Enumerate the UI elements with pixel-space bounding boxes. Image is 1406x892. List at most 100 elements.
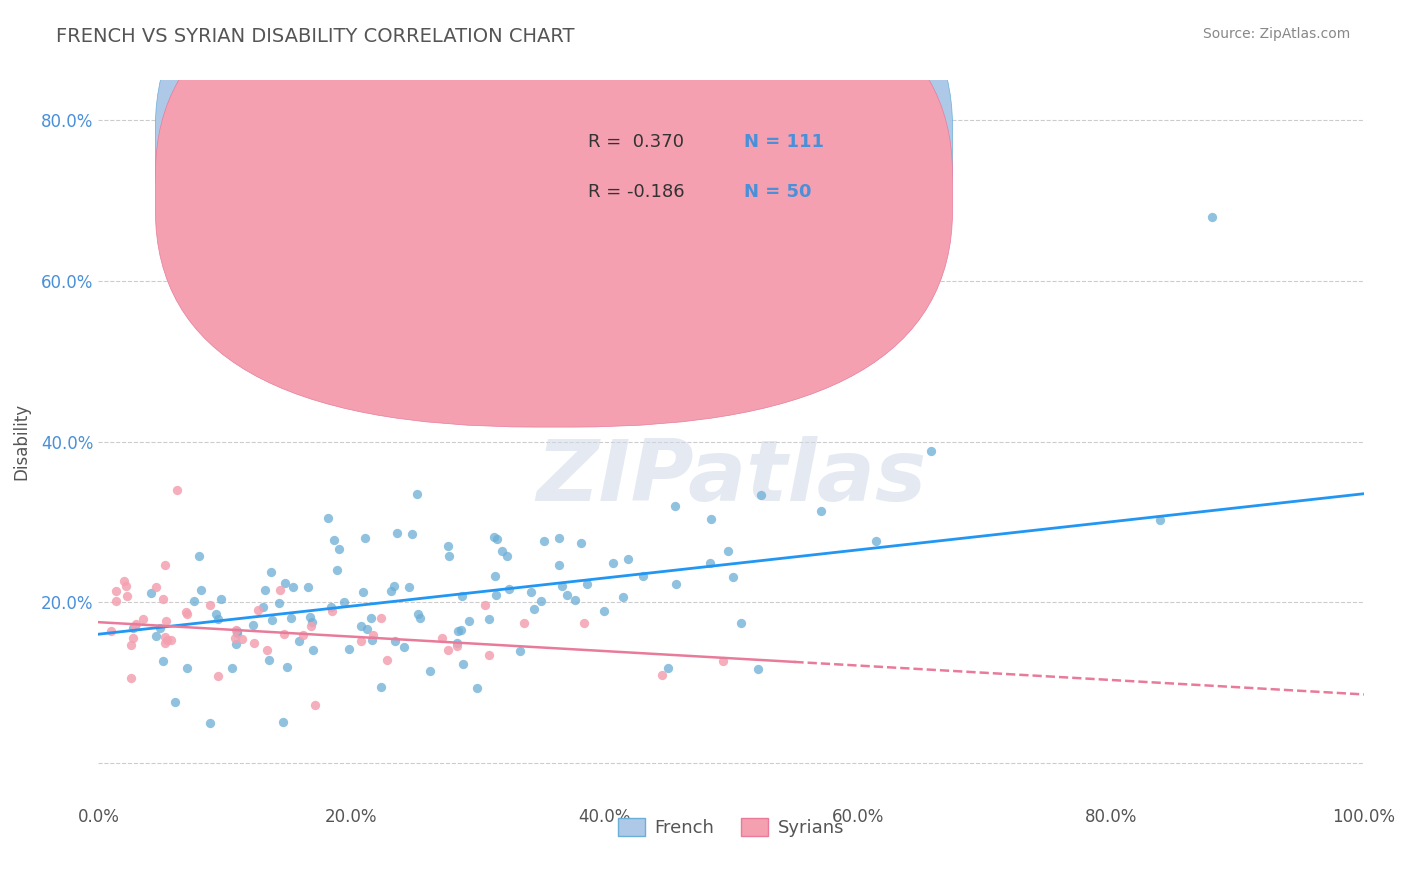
Point: [256, 643, 278, 657]
Point: [100, 624, 122, 639]
Y-axis label: Disability: Disability: [11, 403, 30, 480]
Point: [326, 563, 349, 577]
Point: [337, 642, 360, 657]
Point: [485, 532, 508, 546]
Point: [209, 592, 232, 607]
Point: [124, 619, 146, 633]
FancyBboxPatch shape: [155, 0, 953, 380]
Point: [243, 636, 266, 650]
Text: N = 111: N = 111: [744, 133, 824, 151]
Point: [276, 660, 298, 674]
Point: [370, 611, 392, 625]
Point: [259, 653, 281, 667]
Point: [125, 616, 148, 631]
Point: [155, 630, 177, 644]
Text: Source: ZipAtlas.com: Source: ZipAtlas.com: [1202, 27, 1350, 41]
Point: [121, 632, 143, 646]
Point: [406, 487, 429, 501]
Point: [269, 583, 291, 598]
Point: [398, 581, 420, 595]
Point: [616, 552, 638, 566]
Point: [721, 570, 744, 584]
Point: [747, 662, 769, 676]
Point: [224, 632, 246, 646]
Point: [247, 603, 270, 617]
Point: [166, 483, 188, 497]
Point: [523, 602, 546, 616]
Point: [437, 539, 460, 553]
Point: [319, 600, 342, 615]
Point: [799, 306, 821, 320]
Text: FRENCH VS SYRIAN DISABILITY CORRELATION CHART: FRENCH VS SYRIAN DISABILITY CORRELATION …: [56, 27, 575, 45]
Point: [297, 580, 319, 594]
Point: [145, 580, 167, 594]
Point: [548, 558, 571, 573]
Point: [465, 681, 488, 695]
Point: [657, 661, 679, 675]
Point: [183, 594, 205, 608]
Point: [633, 569, 655, 583]
Point: [152, 591, 174, 606]
Point: [474, 598, 496, 612]
Point: [451, 657, 474, 672]
Point: [651, 667, 673, 681]
Point: [664, 500, 686, 514]
Point: [699, 556, 721, 570]
Point: [1149, 513, 1171, 527]
Point: [569, 536, 592, 550]
Point: [187, 549, 209, 563]
Point: [478, 648, 501, 662]
Point: [547, 531, 569, 545]
Point: [205, 607, 228, 621]
Point: [120, 671, 142, 685]
Point: [269, 596, 291, 610]
FancyBboxPatch shape: [509, 131, 941, 235]
Point: [252, 600, 274, 615]
Point: [160, 632, 183, 647]
FancyBboxPatch shape: [155, 0, 953, 427]
Point: [153, 636, 176, 650]
Point: [810, 504, 832, 518]
Point: [730, 616, 752, 631]
Point: [555, 588, 578, 602]
Point: [564, 593, 586, 607]
Point: [602, 556, 624, 570]
Point: [717, 544, 740, 558]
Point: [484, 568, 506, 582]
Point: [114, 579, 136, 593]
Point: [593, 603, 616, 617]
Point: [198, 715, 221, 730]
Point: [112, 574, 135, 588]
Point: [478, 611, 501, 625]
Point: [283, 580, 305, 594]
Point: [920, 444, 942, 458]
Point: [572, 616, 595, 631]
Point: [533, 534, 555, 549]
Point: [354, 531, 377, 545]
Point: [322, 533, 344, 547]
Point: [207, 669, 229, 683]
Point: [299, 609, 322, 624]
Text: ZIPatlas: ZIPatlas: [536, 436, 927, 519]
Point: [485, 588, 508, 602]
Point: [401, 526, 423, 541]
Point: [384, 634, 406, 648]
Point: [304, 698, 326, 712]
Point: [447, 624, 470, 638]
Point: [419, 664, 441, 678]
Point: [273, 626, 295, 640]
Point: [131, 612, 153, 626]
Point: [352, 584, 374, 599]
Point: [292, 628, 315, 642]
Text: R =  0.370: R = 0.370: [588, 133, 685, 151]
Point: [612, 591, 634, 605]
Point: [576, 576, 599, 591]
Point: [865, 533, 887, 548]
Point: [375, 653, 398, 667]
Point: [260, 566, 283, 580]
Point: [491, 543, 513, 558]
Point: [262, 613, 284, 627]
Point: [274, 575, 297, 590]
Point: [145, 629, 167, 643]
Point: [226, 625, 249, 640]
